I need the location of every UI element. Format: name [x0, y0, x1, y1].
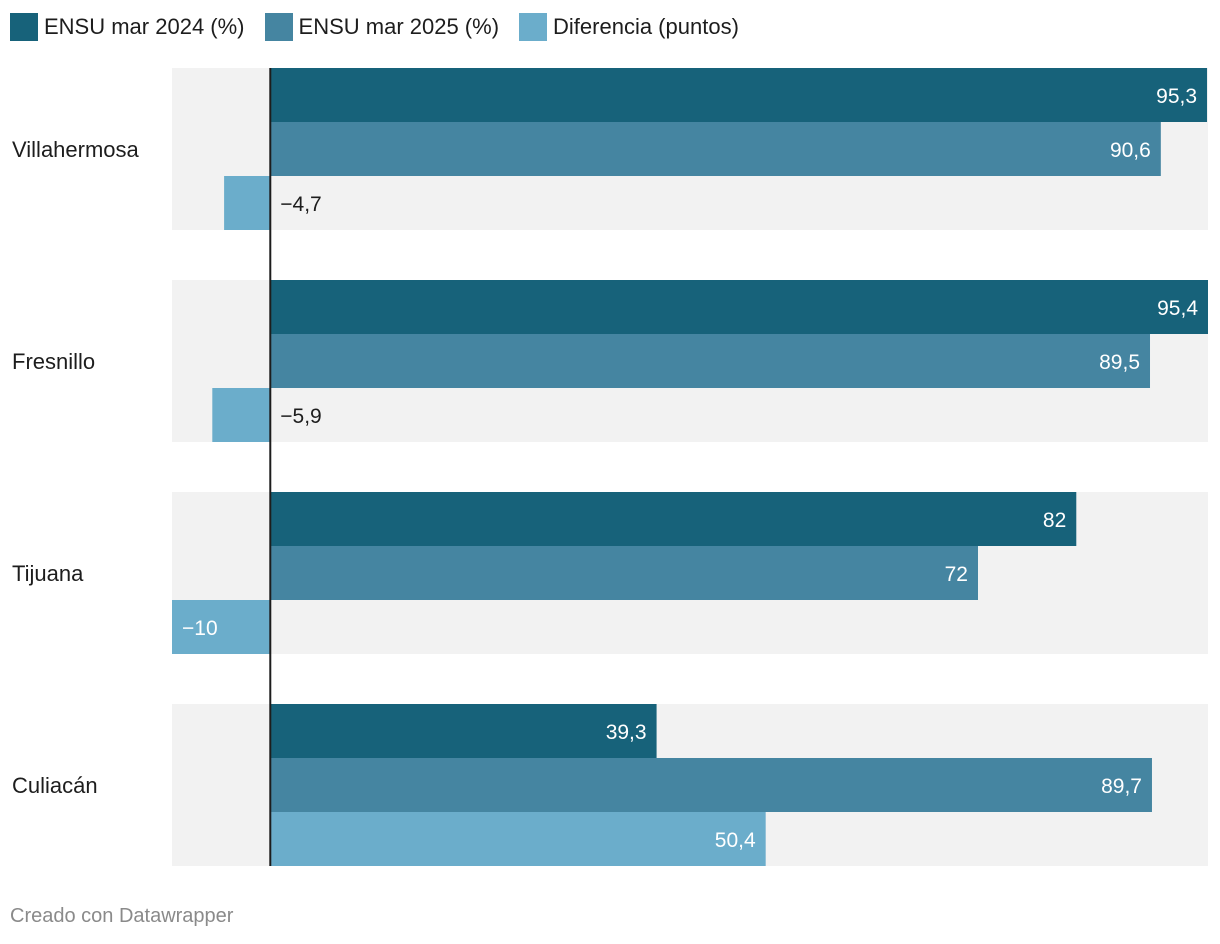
footer-credit: Creado con Datawrapper [10, 905, 234, 927]
bar-culiacan-0 [270, 704, 657, 758]
legend-label-diferencia: Diferencia (puntos) [553, 14, 739, 39]
legend-label-2025: ENSU mar 2025 (%) [298, 14, 500, 39]
value-label-tijuana-2: −10 [182, 617, 218, 640]
value-label-tijuana-0: 82 [1043, 509, 1066, 532]
bar-fresnillo-2 [212, 388, 271, 442]
bar-culiacan-1 [270, 758, 1152, 812]
value-label-villahermosa-1: 90,6 [1110, 139, 1151, 162]
legend-swatch-diferencia [519, 13, 548, 41]
value-label-fresnillo-2: −5,9 [280, 405, 321, 428]
category-label-culiacan: Culiacán [12, 773, 98, 798]
value-label-tijuana-1: 72 [945, 563, 968, 586]
bar-villahermosa-2 [224, 176, 271, 230]
bar-tijuana-2 [172, 600, 271, 654]
value-label-culiacan-2: 50,4 [715, 829, 756, 852]
value-label-culiacan-1: 89,7 [1101, 775, 1142, 798]
bar-villahermosa-1 [270, 122, 1161, 176]
bar-fresnillo-1 [270, 334, 1151, 388]
legend-label-2024: ENSU mar 2024 (%) [44, 14, 245, 39]
bar-fresnillo-0 [270, 280, 1208, 334]
category-label-tijuana: Tijuana [12, 561, 84, 586]
chart-legend: ENSU mar 2024 (%) ENSU mar 2025 (%) Dife… [10, 12, 759, 42]
bar-chart: Villahermosa 95,3 90,6 −4,7 Fresnillo 95,4 89,… [12, 68, 1208, 866]
value-label-villahermosa-0: 95,3 [1156, 85, 1197, 108]
value-label-fresnillo-1: 89,5 [1099, 351, 1140, 374]
value-label-villahermosa-2: −4,7 [280, 193, 321, 216]
bar-villahermosa-0 [270, 68, 1208, 122]
bar-tijuana-1 [270, 546, 978, 600]
category-label-villahermosa: Villahermosa [12, 137, 140, 162]
legend-swatch-2024 [10, 13, 38, 41]
category-label-fresnillo: Fresnillo [12, 349, 95, 374]
legend-swatch-2025 [264, 13, 293, 41]
legend-item-2025: ENSU mar 2025 (%) [264, 13, 500, 41]
bar-tijuana-0 [270, 492, 1077, 546]
value-label-culiacan-0: 39,3 [606, 721, 647, 744]
legend-item-2024: ENSU mar 2024 (%) [10, 13, 245, 41]
bar-culiacan-2 [270, 812, 766, 866]
value-label-fresnillo-0: 95,4 [1157, 297, 1198, 320]
legend-item-diferencia: Diferencia (puntos) [519, 13, 739, 41]
